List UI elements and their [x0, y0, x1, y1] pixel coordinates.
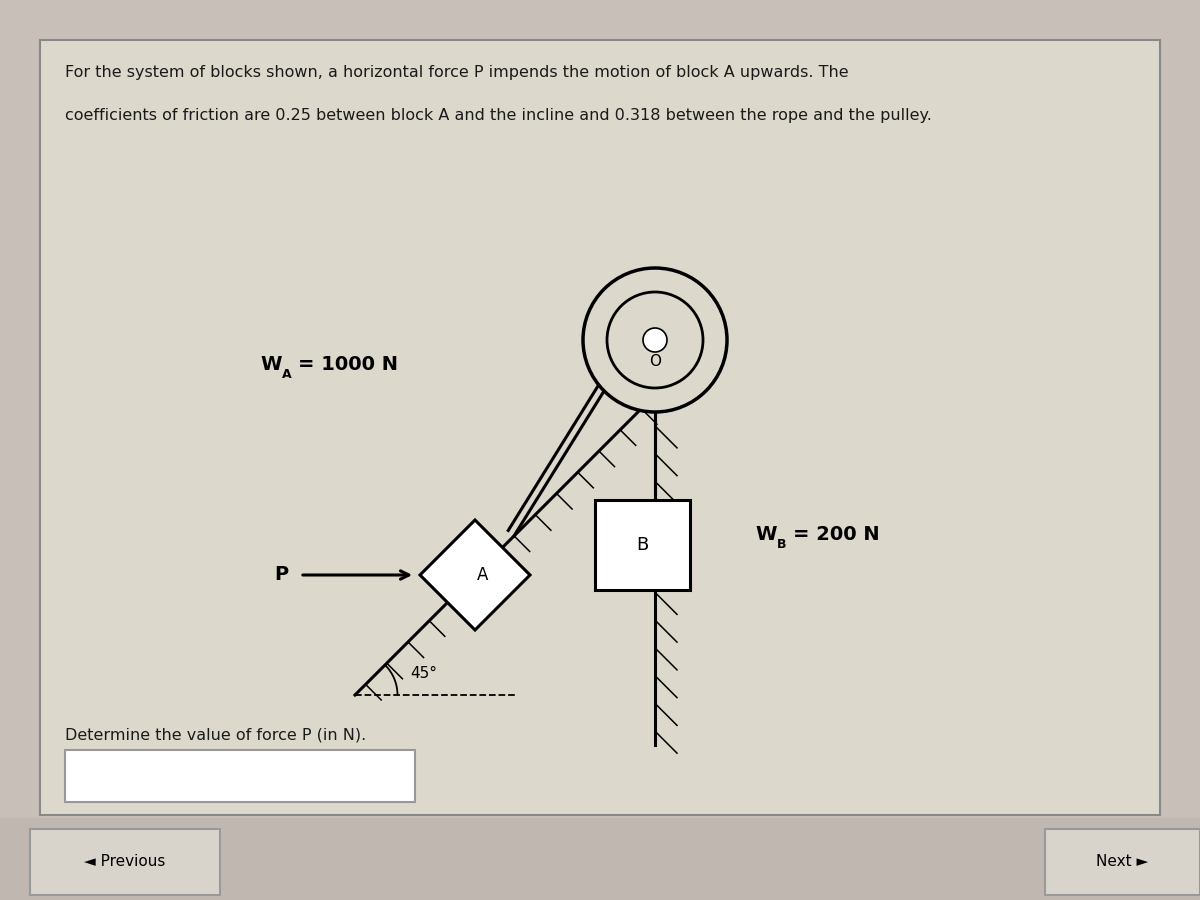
Text: = 1000 N: = 1000 N	[298, 356, 398, 374]
Text: A: A	[282, 368, 292, 382]
Text: P: P	[274, 565, 288, 584]
Text: ◄ Previous: ◄ Previous	[84, 854, 166, 869]
Text: W: W	[755, 526, 776, 544]
Text: A: A	[478, 566, 488, 584]
FancyBboxPatch shape	[40, 40, 1160, 815]
Circle shape	[583, 268, 727, 412]
Text: For the system of blocks shown, a horizontal force P impends the motion of block: For the system of blocks shown, a horizo…	[65, 65, 848, 80]
FancyBboxPatch shape	[1045, 829, 1200, 895]
Text: = 200 N: = 200 N	[793, 526, 880, 544]
Text: O: O	[649, 355, 661, 370]
Text: B: B	[636, 536, 649, 554]
Text: Determine the value of force P (in N).: Determine the value of force P (in N).	[65, 728, 366, 743]
Circle shape	[643, 328, 667, 352]
Text: 45°: 45°	[410, 666, 437, 681]
FancyBboxPatch shape	[65, 750, 415, 802]
Text: W: W	[260, 356, 282, 374]
Circle shape	[607, 292, 703, 388]
Text: B: B	[778, 538, 786, 552]
Polygon shape	[420, 520, 530, 630]
Text: coefficients of friction are 0.25 between block A and the incline and 0.318 betw: coefficients of friction are 0.25 betwee…	[65, 108, 932, 123]
Bar	[595, 500, 690, 590]
Text: Next ►: Next ►	[1096, 854, 1148, 869]
FancyBboxPatch shape	[0, 818, 1200, 900]
FancyBboxPatch shape	[30, 829, 220, 895]
